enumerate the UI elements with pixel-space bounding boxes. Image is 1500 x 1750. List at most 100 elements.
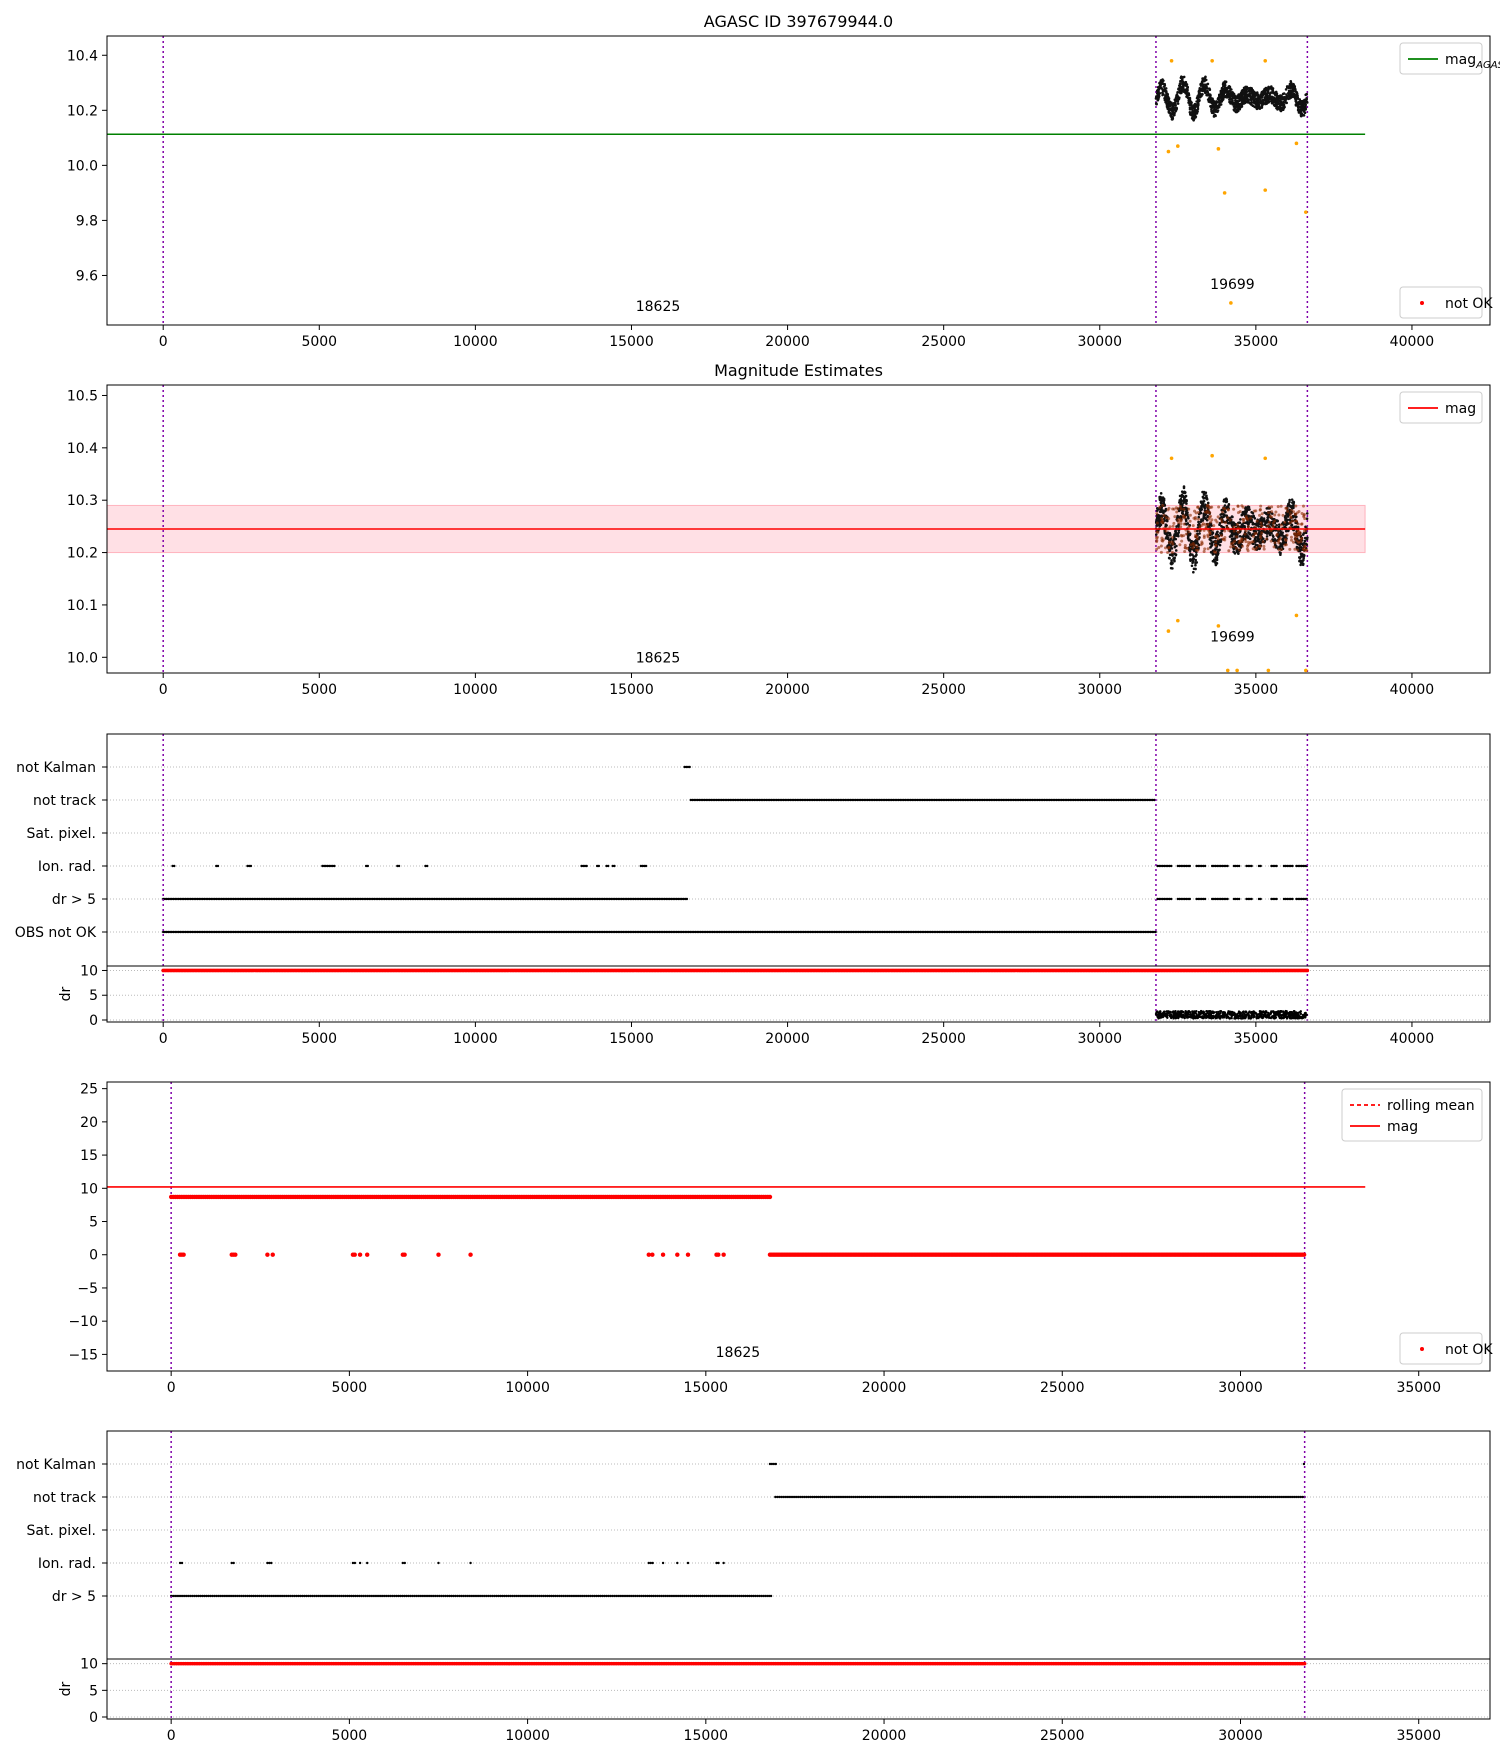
flag-point xyxy=(799,930,802,934)
flag-point xyxy=(1302,897,1305,901)
data-point xyxy=(1218,548,1221,552)
observation-label: 18625 xyxy=(636,299,681,315)
flag-point xyxy=(1300,864,1303,868)
data-point-ok xyxy=(1170,550,1174,554)
flag-point xyxy=(694,930,697,934)
data-point-ok xyxy=(1274,510,1278,514)
flag-point xyxy=(993,930,996,934)
flag-point xyxy=(754,930,757,934)
flag-point xyxy=(230,897,234,901)
legend-label: not OK xyxy=(1445,296,1493,312)
flag-point xyxy=(950,930,953,934)
flag-point xyxy=(816,930,819,934)
flag-point xyxy=(639,897,642,901)
data-point xyxy=(1251,97,1255,101)
flag-point xyxy=(734,798,737,802)
data-point xyxy=(1255,106,1259,109)
outlier-point xyxy=(1176,618,1180,623)
flag-point xyxy=(1247,897,1250,901)
flag-point xyxy=(215,897,218,901)
flag-point xyxy=(595,864,599,868)
data-point-ok xyxy=(1216,515,1220,519)
data-point xyxy=(1245,90,1248,94)
flag-point xyxy=(589,897,592,901)
data-point xyxy=(1300,552,1304,556)
flag-point xyxy=(659,897,663,901)
data-point xyxy=(1171,561,1174,565)
data-point xyxy=(1193,112,1196,116)
data-point xyxy=(1215,556,1218,559)
flag-point xyxy=(1065,798,1069,802)
flag-point xyxy=(1077,798,1081,802)
data-point xyxy=(1182,486,1186,490)
flag-point xyxy=(417,897,421,901)
flag-point xyxy=(948,798,952,802)
flag-point xyxy=(532,930,536,934)
data-point xyxy=(1301,562,1305,566)
flag-point xyxy=(611,864,614,868)
data-point xyxy=(1174,109,1178,112)
flag-point xyxy=(1202,897,1205,901)
flag-point xyxy=(321,930,325,934)
flag-point xyxy=(216,930,220,934)
data-point xyxy=(1166,98,1170,101)
flag-point xyxy=(1198,864,1202,868)
flag-point xyxy=(935,798,938,802)
data-point-ok xyxy=(1267,520,1271,524)
flag-point xyxy=(368,897,371,901)
flag-point xyxy=(1058,798,1062,802)
data-point xyxy=(1164,525,1167,528)
data-point xyxy=(1173,559,1176,563)
flag-point xyxy=(218,897,222,901)
flag-point xyxy=(223,930,227,934)
flag-point xyxy=(592,930,596,934)
flag-point xyxy=(440,930,443,934)
flag-point xyxy=(489,930,493,934)
flag-point xyxy=(919,798,923,802)
data-point-ok xyxy=(1180,539,1184,543)
flag-point xyxy=(1295,897,1298,901)
flag-point xyxy=(869,798,873,802)
flag-point xyxy=(1232,864,1236,868)
data-point xyxy=(1251,88,1255,92)
data-point-ok xyxy=(1155,535,1159,539)
flag-point xyxy=(680,897,683,901)
data-point xyxy=(1176,102,1180,105)
flag-point xyxy=(344,897,347,901)
flag-point xyxy=(333,897,337,901)
flag-point xyxy=(1138,930,1142,934)
data-point xyxy=(1204,91,1207,95)
flag-point xyxy=(513,897,517,901)
flag-point xyxy=(905,930,908,934)
flag-point xyxy=(1216,897,1219,901)
data-point xyxy=(1231,101,1234,104)
data-point xyxy=(1197,103,1200,107)
flag-point xyxy=(926,930,929,934)
data-point xyxy=(1264,96,1268,100)
flag-point xyxy=(843,930,847,934)
data-point-ok xyxy=(1273,519,1277,523)
data-point xyxy=(1260,106,1263,109)
data-point xyxy=(1245,509,1248,513)
flag-point xyxy=(1127,798,1130,802)
data-point xyxy=(1211,97,1214,100)
data-point xyxy=(1300,107,1304,110)
flag-point xyxy=(1156,897,1159,901)
outlier-point xyxy=(1263,456,1268,461)
flag-point xyxy=(249,864,253,868)
data-point xyxy=(1264,92,1267,96)
flag-point xyxy=(693,798,696,802)
data-point xyxy=(1211,531,1215,535)
flag-point xyxy=(841,930,845,934)
flag-point xyxy=(322,864,326,868)
flag-point xyxy=(459,930,462,934)
flag-point xyxy=(1060,930,1063,934)
flag-point xyxy=(294,930,297,934)
flag-point xyxy=(1216,864,1219,868)
data-point-ok xyxy=(1171,524,1175,528)
flag-point xyxy=(438,930,441,934)
data-point-ok xyxy=(1273,541,1277,545)
x-tick-label: 20000 xyxy=(765,334,810,350)
data-point xyxy=(1197,98,1200,102)
flag-point xyxy=(917,930,920,934)
